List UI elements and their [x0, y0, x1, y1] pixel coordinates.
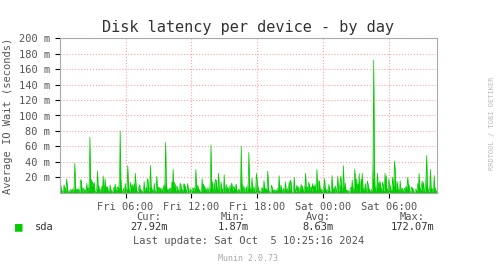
Text: Min:: Min: — [221, 212, 246, 222]
Text: Max:: Max: — [400, 212, 425, 222]
Text: 8.63m: 8.63m — [303, 222, 333, 232]
Text: 172.07m: 172.07m — [391, 222, 434, 232]
Text: ■: ■ — [15, 220, 22, 233]
Text: Cur:: Cur: — [137, 212, 162, 222]
Text: 27.92m: 27.92m — [130, 222, 168, 232]
Text: Avg:: Avg: — [306, 212, 331, 222]
Text: sda: sda — [35, 222, 54, 232]
Text: RRDTOOL / TOBI OETIKER: RRDTOOL / TOBI OETIKER — [489, 77, 495, 170]
Text: Munin 2.0.73: Munin 2.0.73 — [219, 254, 278, 263]
Text: Last update: Sat Oct  5 10:25:16 2024: Last update: Sat Oct 5 10:25:16 2024 — [133, 236, 364, 246]
Title: Disk latency per device - by day: Disk latency per device - by day — [102, 20, 395, 35]
Y-axis label: Average IO Wait (seconds): Average IO Wait (seconds) — [3, 37, 13, 194]
Text: 1.87m: 1.87m — [218, 222, 249, 232]
